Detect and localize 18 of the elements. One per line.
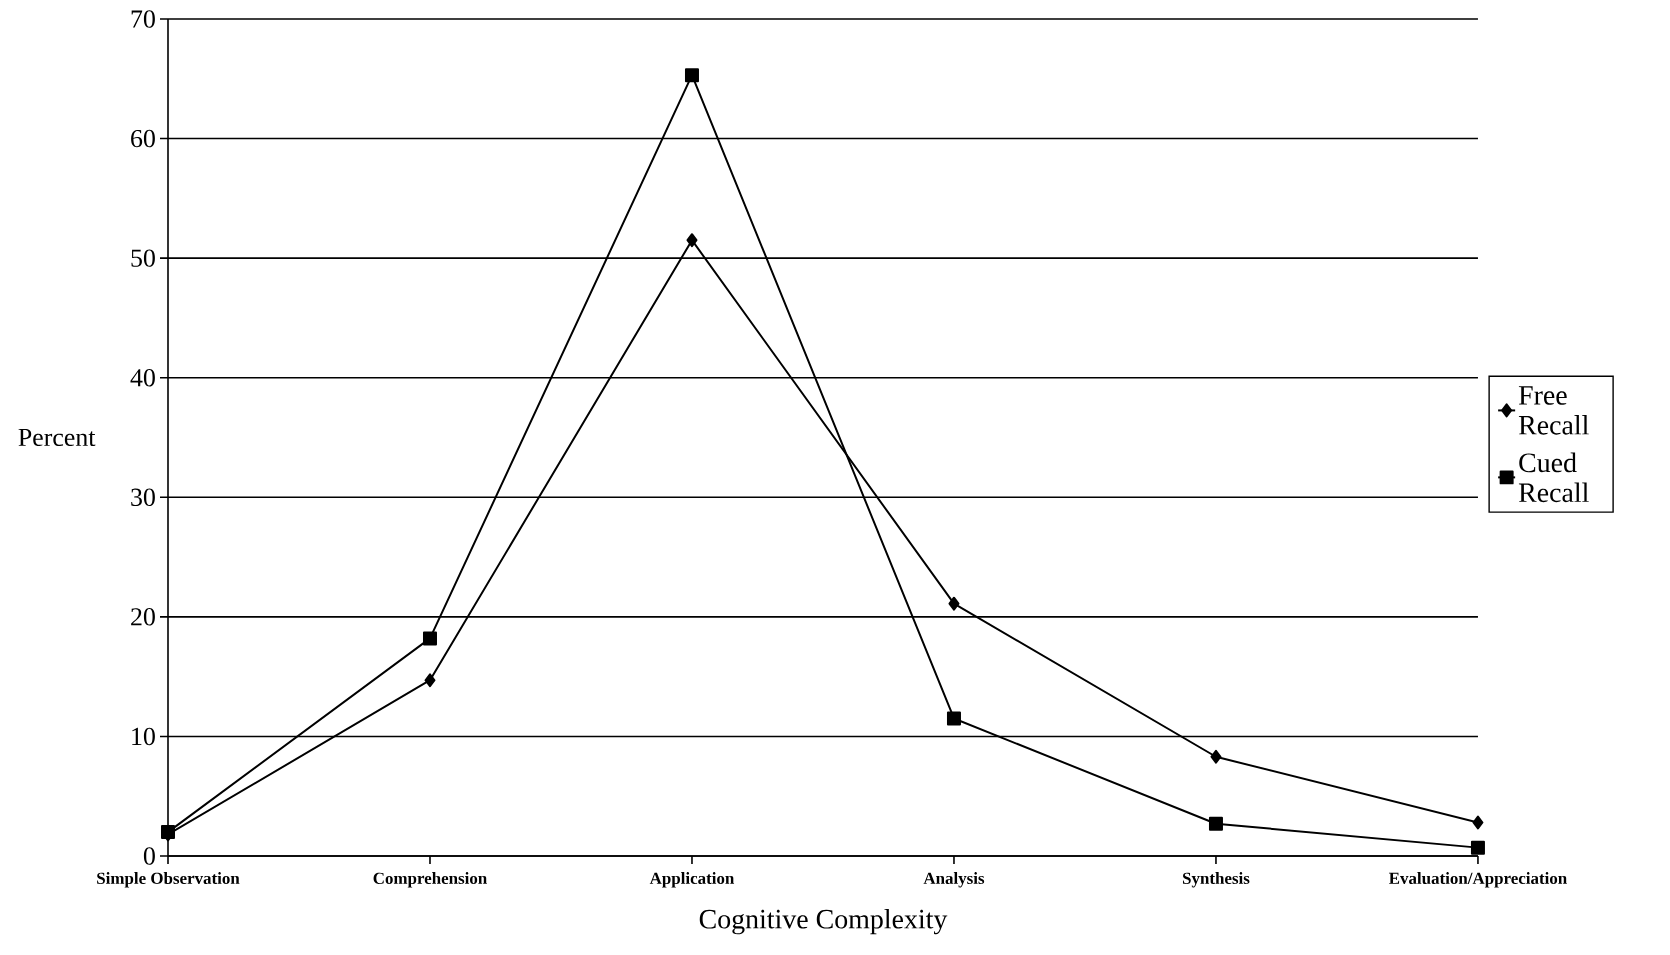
y-tick-label: 60 xyxy=(131,129,155,148)
y-tick-label: 40 xyxy=(130,368,155,387)
legend-label: Cued Recall xyxy=(1518,452,1589,503)
x-axis-title: Cognitive Complexity xyxy=(699,908,948,935)
y-tick-label: 50 xyxy=(131,249,155,267)
x-tick-label: Analysis xyxy=(923,872,985,888)
y-tick-label: 0 xyxy=(143,847,155,865)
x-tick-label: Evaluation/Appreciation xyxy=(1389,872,1567,888)
x-tick-label: Comprehension xyxy=(373,872,487,888)
y-tick-label: 30 xyxy=(131,488,155,507)
x-tick-label: Application xyxy=(649,872,735,888)
y-axis-title: Percent xyxy=(18,428,96,447)
y-tick-label: 10 xyxy=(132,727,155,746)
x-tick-label: Simple Observation xyxy=(97,872,240,888)
legend-label: Free Recall xyxy=(1518,386,1589,435)
y-tick-label: 20 xyxy=(131,608,155,626)
x-tick-label: Synthesis xyxy=(1182,872,1250,888)
y-tick-label: 70 xyxy=(131,10,155,28)
